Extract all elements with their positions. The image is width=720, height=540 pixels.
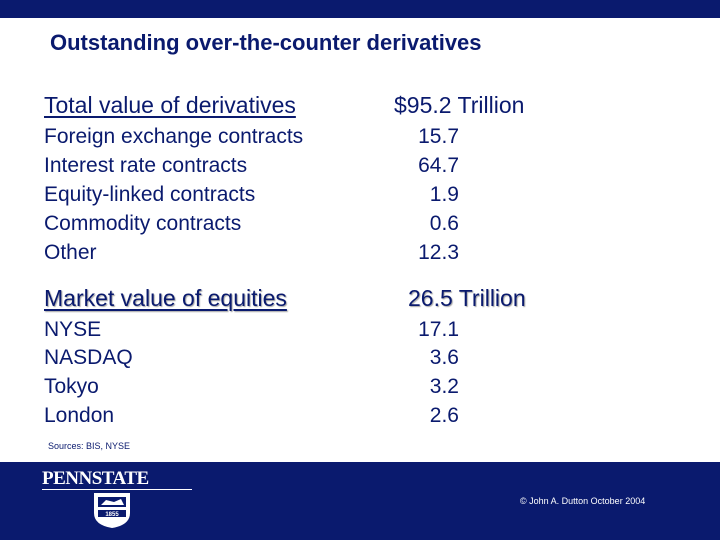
svg-text:1855: 1855 bbox=[105, 512, 119, 518]
equities-heading: Market value of equities bbox=[44, 285, 287, 311]
derivatives-row-label: Commodity contracts bbox=[44, 212, 242, 235]
equities-row-label: NYSE bbox=[44, 318, 102, 341]
derivatives-total: $95.2 Trillion bbox=[394, 92, 525, 118]
shield-icon: 1855 bbox=[94, 493, 130, 528]
equities-row-label: London bbox=[44, 404, 115, 427]
sources-note: Sources: BIS, NYSE bbox=[48, 441, 131, 451]
slide-title: Outstanding over-the-counter derivatives bbox=[50, 30, 482, 55]
derivatives-row-label: Foreign exchange contracts bbox=[44, 125, 304, 148]
derivatives-row-label: Interest rate contracts bbox=[44, 154, 248, 177]
equities-row-label: NASDAQ bbox=[44, 346, 133, 369]
derivatives-row-value: 12.3 bbox=[418, 241, 459, 264]
equities-row-label: Tokyo bbox=[44, 375, 99, 398]
derivatives-heading: Total value of derivatives bbox=[44, 92, 296, 118]
derivatives-row-value: 0.6 bbox=[429, 212, 459, 235]
logo-divider bbox=[42, 489, 192, 490]
derivatives-row-label: Equity-linked contracts bbox=[44, 183, 256, 206]
derivatives-row-value: 64.7 bbox=[418, 154, 459, 177]
derivatives-row-value: 1.9 bbox=[429, 183, 459, 206]
copyright-text: © John A. Dutton October 2004 bbox=[520, 496, 646, 506]
top-banner bbox=[0, 0, 720, 18]
equities-total: 26.5 Trillion bbox=[408, 285, 526, 311]
equities-row-value: 17.1 bbox=[418, 318, 459, 341]
equities-row-value: 3.2 bbox=[429, 375, 459, 398]
equities-row-value: 3.6 bbox=[429, 346, 459, 369]
pennstate-logo: PENNSTATE bbox=[42, 468, 149, 489]
derivatives-row-label: Other bbox=[44, 241, 97, 264]
equities-row-value: 2.6 bbox=[429, 404, 459, 427]
derivatives-row-value: 15.7 bbox=[418, 125, 459, 148]
